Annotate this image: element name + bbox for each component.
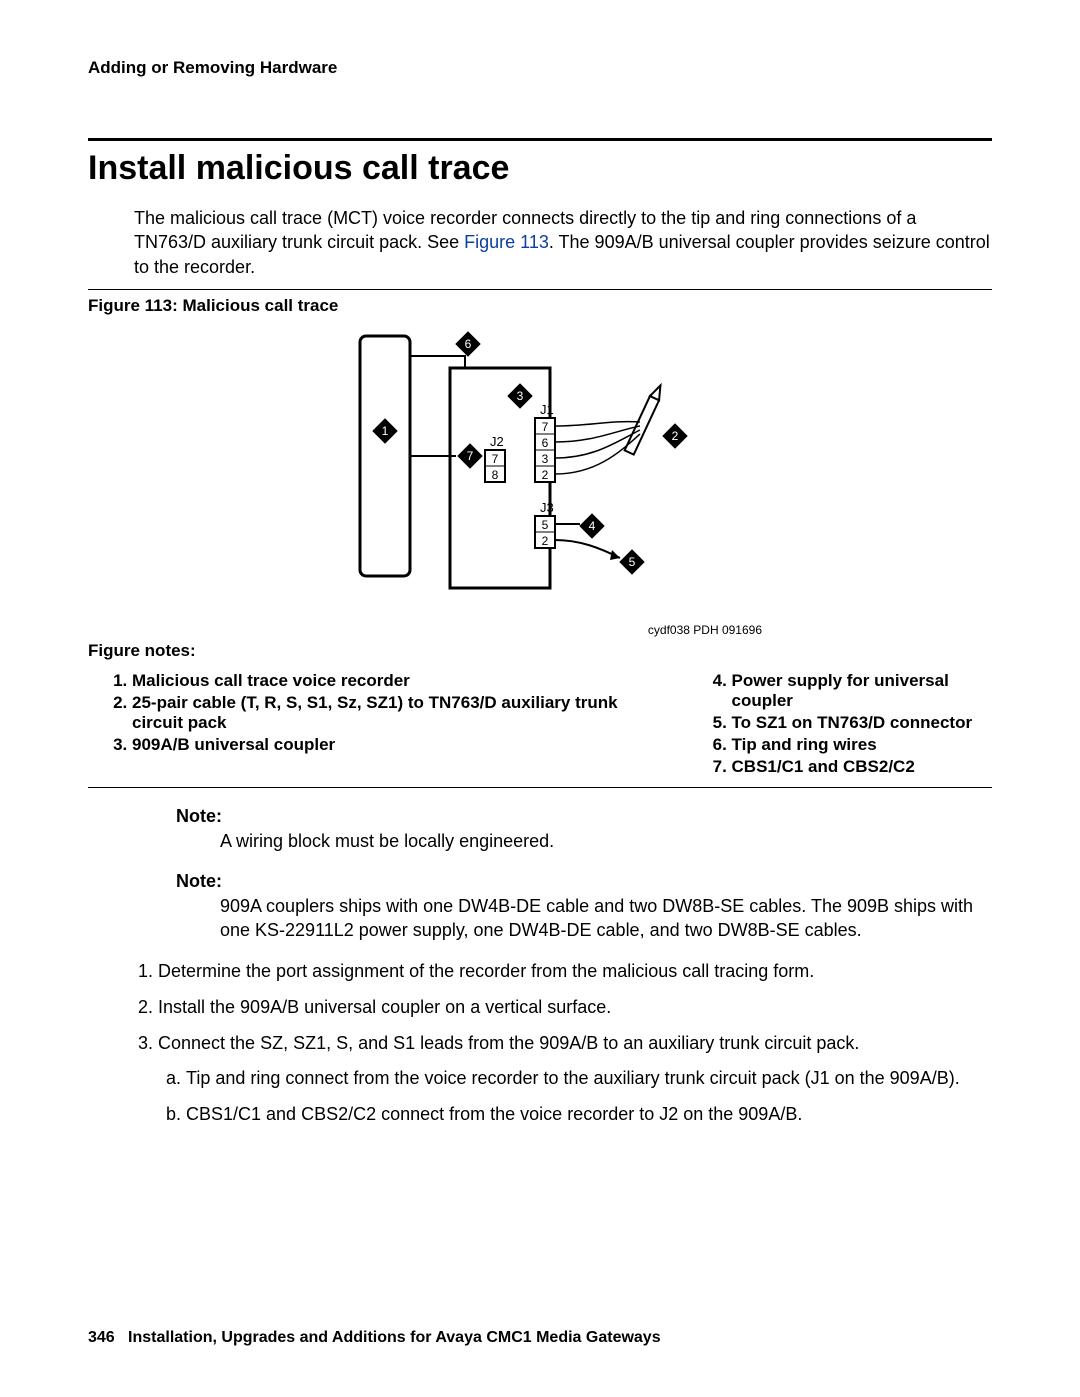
figure-link[interactable]: Figure 113 xyxy=(464,232,549,252)
substep-b: CBS1/C1 and CBS2/C2 connect from the voi… xyxy=(186,1102,992,1126)
figure-credit: cydf038 PDH 091696 xyxy=(88,623,992,637)
rule-below-notes xyxy=(88,787,992,788)
fig-note-left-2: 25-pair cable (T, R, S, S1, Sz, SZ1) to … xyxy=(132,693,670,733)
step-1: Determine the port assignment of the rec… xyxy=(158,959,992,983)
page-number: 346 xyxy=(88,1329,115,1346)
figure-notes-title: Figure notes: xyxy=(88,641,992,661)
footer-title: Installation, Upgrades and Additions for… xyxy=(128,1329,661,1346)
note-2-label: Note: xyxy=(176,871,992,892)
callout-6: 6 xyxy=(465,337,472,351)
figure-caption: Figure 113: Malicious call trace xyxy=(88,296,992,316)
fig-note-left-3: 909A/B universal coupler xyxy=(132,735,670,755)
note-1-body: A wiring block must be locally engineere… xyxy=(220,829,992,853)
fig-note-right-7: CBS1/C1 and CBS2/C2 xyxy=(732,757,992,777)
step-3: Connect the SZ, SZ1, S, and S1 leads fro… xyxy=(158,1031,992,1126)
callout-5: 5 xyxy=(629,555,636,569)
page-header: Adding or Removing Hardware xyxy=(88,58,992,78)
substep-a: Tip and ring connect from the voice reco… xyxy=(186,1066,992,1090)
j1-pin-1: 6 xyxy=(542,436,549,450)
callout-2: 2 xyxy=(672,429,679,443)
j1-pin-2: 3 xyxy=(542,452,549,466)
j1-pin-3: 2 xyxy=(542,468,549,482)
fig-note-right-4: Power supply for universal coupler xyxy=(732,671,992,711)
fig-note-right-6: Tip and ring wires xyxy=(732,735,992,755)
j1-pin-0: 7 xyxy=(542,420,549,434)
steps-list: Determine the port assignment of the rec… xyxy=(134,959,992,1126)
j3-label: J3 xyxy=(540,500,554,515)
fig-note-left-1: Malicious call trace voice recorder xyxy=(132,671,670,691)
note-1: Note: A wiring block must be locally eng… xyxy=(176,806,992,853)
note-1-label: Note: xyxy=(176,806,992,827)
step-2: Install the 909A/B universal coupler on … xyxy=(158,995,992,1019)
j1-label: J1 xyxy=(540,402,554,417)
j3-pin-1: 2 xyxy=(542,534,549,548)
page-footer: 346 Installation, Upgrades and Additions… xyxy=(88,1329,661,1347)
fig-note-right-5: To SZ1 on TN763/D connector xyxy=(732,713,992,733)
callout-4: 4 xyxy=(589,519,596,533)
callout-7: 7 xyxy=(467,449,474,463)
step-3-text: Connect the SZ, SZ1, S, and S1 leads fro… xyxy=(158,1033,859,1053)
rule-top xyxy=(88,138,992,141)
j2-pin-1: 8 xyxy=(492,468,499,482)
rule-above-fig xyxy=(88,289,992,290)
note-2-body: 909A couplers ships with one DW4B-DE cab… xyxy=(220,894,992,943)
j2-label: J2 xyxy=(490,434,504,449)
page-title: Install malicious call trace xyxy=(88,149,992,188)
figure-notes: Malicious call trace voice recorder 25-p… xyxy=(110,671,992,779)
intro-paragraph: The malicious call trace (MCT) voice rec… xyxy=(134,206,992,279)
j3-pin-0: 5 xyxy=(542,518,549,532)
callout-1: 1 xyxy=(382,424,389,438)
note-2: Note: 909A couplers ships with one DW4B-… xyxy=(176,871,992,943)
j2-pin-0: 7 xyxy=(492,452,499,466)
figure-diagram: 6 J1 7 6 3 2 J2 7 8 J3 5 2 xyxy=(88,326,992,621)
callout-3: 3 xyxy=(517,389,524,403)
